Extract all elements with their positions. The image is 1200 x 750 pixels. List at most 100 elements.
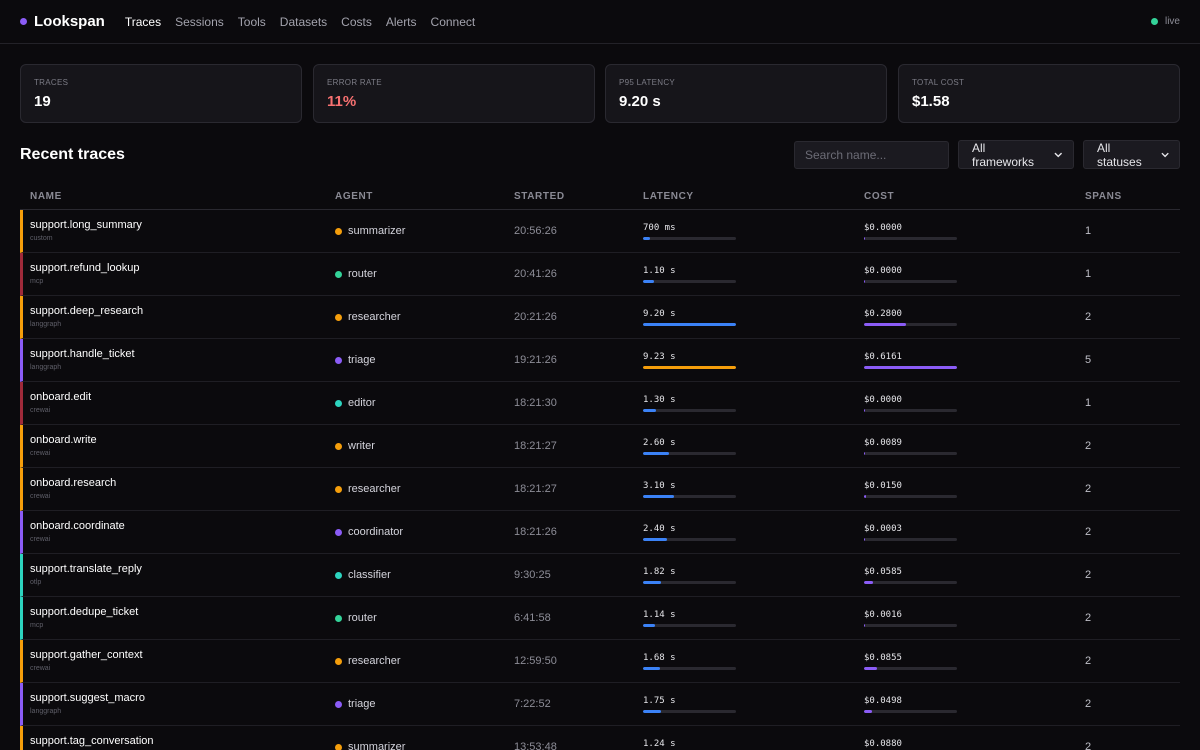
brand-logo-icon [20,18,27,25]
trace-name[interactable]: onboard.research [30,477,117,489]
agent-dot-icon [335,313,342,321]
trace-agent: researcher [335,483,401,495]
column-header-spans[interactable]: SPANS [1085,191,1122,202]
framework-filter-select[interactable]: All frameworks [958,140,1074,169]
trace-name[interactable]: onboard.coordinate [30,520,125,532]
column-header-name[interactable]: NAME [30,191,62,202]
cost-bar [864,624,957,627]
trace-agent: router [335,268,377,280]
stat-value: $1.58 [912,93,950,110]
cost-bar-fill [864,452,865,455]
latency-bar [643,452,736,455]
table-row[interactable]: support.dedupe_ticket mcp router 6:41:58… [20,597,1180,640]
trace-agent: researcher [335,311,401,323]
trace-started: 9:30:25 [514,569,551,581]
status-filter-value: All statuses [1097,140,1142,169]
trace-spans: 1 [1085,225,1092,237]
agent-label: summarizer [348,225,406,237]
top-bar: Lookspan Traces Sessions Tools Datasets Cost… [0,0,1200,44]
table-row[interactable]: support.suggest_macro langgraph triage 7… [20,683,1180,726]
agent-dot-icon [335,528,342,536]
stat-card-total-cost: TOTAL COST $1.58 [898,64,1180,123]
trace-agent: triage [335,698,376,710]
cost-bar [864,409,957,412]
trace-framework: crewai [30,665,51,672]
trace-agent: summarizer [335,741,405,750]
table-row[interactable]: onboard.research crewai researcher 18:21… [20,468,1180,511]
trace-framework: langgraph [30,364,62,371]
trace-cost: $0.0000 [864,266,902,276]
trace-name[interactable]: support.dedupe_ticket [30,606,139,618]
table-row[interactable]: onboard.write crewai writer 18:21:27 2.6… [20,425,1180,468]
latency-bar [643,280,736,283]
trace-name[interactable]: support.suggest_macro [30,692,145,704]
trace-cost: $0.0855 [864,653,902,663]
table-row[interactable]: support.refund_lookup mcp router 20:41:2… [20,253,1180,296]
trace-framework: crewai [30,407,51,414]
trace-spans: 2 [1085,526,1092,538]
nav-item-costs[interactable]: Costs [341,14,372,29]
trace-framework: crewai [30,450,51,457]
cost-bar [864,237,957,240]
nav-item-datasets[interactable]: Datasets [279,14,328,29]
cost-bar-fill [864,495,866,498]
trace-cost: $0.0000 [864,223,902,233]
nav-item-tools[interactable]: Tools [237,14,266,29]
trace-spans: 2 [1085,698,1092,710]
column-header-latency[interactable]: LATENCY [643,191,694,202]
status-filter-select[interactable]: All statuses [1083,140,1180,169]
table-row[interactable]: support.tag_conversation summarizer 13:5… [20,726,1180,750]
trace-name[interactable]: support.translate_reply [30,563,142,575]
live-status: live [1150,16,1180,27]
cost-bar [864,280,957,283]
agent-dot-icon [335,657,342,665]
trace-framework: langgraph [30,321,62,328]
brand[interactable]: Lookspan [20,13,105,30]
trace-name[interactable]: support.handle_ticket [30,348,135,360]
trace-latency: 3.10 s [643,481,676,491]
cost-bar-fill [864,323,906,326]
agent-label: writer [348,440,375,452]
cost-bar [864,323,957,326]
table-row[interactable]: support.translate_reply otlp classifier … [20,554,1180,597]
agent-label: coordinator [348,526,404,538]
column-header-started[interactable]: STARTED [514,191,565,202]
nav-item-sessions[interactable]: Sessions [175,14,224,29]
search-input[interactable] [794,141,949,169]
table-row[interactable]: support.deep_research langgraph research… [20,296,1180,339]
table-row[interactable]: onboard.coordinate crewai coordinator 18… [20,511,1180,554]
trace-spans: 2 [1085,483,1092,495]
agent-label: summarizer [348,741,406,750]
trace-name[interactable]: support.tag_conversation [30,735,154,747]
trace-started: 20:56:26 [514,225,557,237]
section-title: Recent traces [20,146,125,163]
nav-item-connect[interactable]: Connect [430,14,476,29]
latency-bar [643,710,736,713]
trace-name[interactable]: support.gather_context [30,649,143,661]
nav-item-traces[interactable]: Traces [124,14,162,29]
trace-name[interactable]: onboard.edit [30,391,92,403]
trace-name[interactable]: support.long_summary [30,219,142,231]
agent-label: researcher [348,311,401,323]
stat-value: 9.20 s [619,93,661,110]
stat-label: ERROR RATE [327,78,382,87]
column-header-agent[interactable]: AGENT [335,191,373,202]
nav-item-alerts[interactable]: Alerts [385,14,417,29]
table-row[interactable]: onboard.edit crewai editor 18:21:30 1.30… [20,382,1180,425]
table-row[interactable]: support.gather_context crewai researcher… [20,640,1180,683]
latency-bar-fill [643,452,669,455]
agent-dot-icon [335,743,342,750]
trace-cost: $0.0089 [864,438,902,448]
trace-name[interactable]: support.refund_lookup [30,262,140,274]
cost-bar-fill [864,409,865,412]
column-header-cost[interactable]: COST [864,191,895,202]
table-row[interactable]: support.handle_ticket langgraph triage 1… [20,339,1180,382]
trace-latency: 9.23 s [643,352,676,362]
cost-bar-fill [864,237,865,240]
trace-name[interactable]: onboard.write [30,434,97,446]
table-row[interactable]: support.long_summary custom summarizer 2… [20,210,1180,253]
trace-agent: classifier [335,569,391,581]
latency-bar-fill [643,624,655,627]
agent-dot-icon [335,270,342,278]
trace-name[interactable]: support.deep_research [30,305,144,317]
